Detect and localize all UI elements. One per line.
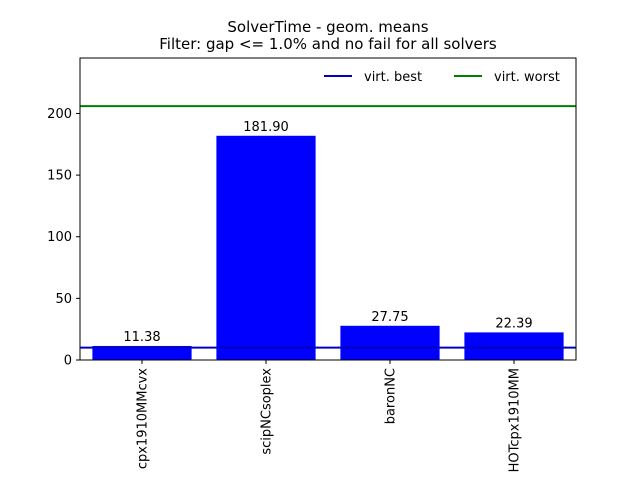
y-tick-label: 0 [64,354,72,369]
x-tick-label: scipNCsoplex [260,368,275,455]
y-tick-label: 100 [47,230,72,245]
bar-value-label: 11.38 [123,330,160,345]
bar-value-label: 181.90 [243,120,289,135]
y-tick-label: 150 [47,169,72,184]
y-tick-label: 200 [47,107,72,122]
legend-label: virt. worst [494,70,560,85]
plot-area: 11.38 181.90 27.75 22.39 0 50 100 150 200 cpx1910… [47,57,577,472]
y-tick-label: 50 [55,292,72,307]
bar-scipNCsoplex [216,135,316,360]
chart-title: SolverTime - geom. means [227,18,428,36]
x-tick-label: cpx1910MMcvx [136,368,151,469]
bar-HOTcpx1910MM [464,332,564,360]
x-tick-label: baronNC [384,368,399,424]
bar-value-label: 22.39 [495,316,532,331]
chart-subtitle: Filter: gap <= 1.0% and no fail for all … [159,35,497,53]
legend-label: virt. best [364,70,422,85]
axes-frame [79,57,577,361]
x-tick-label: HOTcpx1910MM [508,368,523,472]
bar-value-label: 27.75 [371,310,408,325]
bar-baronNC [340,325,440,360]
legend: virt. best virt. worst [324,70,560,85]
bar-cpx1910MMcvx [92,345,192,360]
